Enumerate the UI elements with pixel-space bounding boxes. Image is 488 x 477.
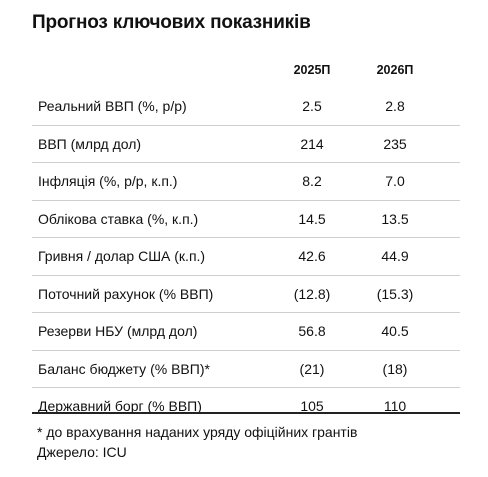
column-header-2025: 2025П (293, 63, 331, 77)
table-row: Реальний ВВП (%, р/р) 2.5 2.8 (32, 88, 460, 126)
table-row: ВВП (млрд дол) 214 235 (32, 126, 460, 163)
value-2026: 13.5 (381, 210, 409, 227)
row-label: Гривня / долар США (к.п.) (38, 248, 206, 264)
table-bottom-rule (32, 412, 460, 414)
table-row: Поточний рахунок (% ВВП) (12.8) (15.3) (32, 276, 460, 313)
value-2026: 7.0 (385, 173, 405, 189)
table-header: 2025П 2026П (32, 63, 460, 81)
table-row: Облікова ставка (%, к.п.) 14.5 13.5 (32, 201, 460, 238)
value-2026: 235 (383, 135, 407, 152)
footnote: * до врахування наданих уряду офіційних … (37, 424, 358, 440)
source-note: Джерело: ICU (37, 444, 127, 460)
row-label: Державний борг (% ВВП) (38, 398, 202, 414)
table-row: Інфляція (%, р/р, к.п.) 8.2 7.0 (32, 163, 460, 201)
row-label: Поточний рахунок (% ВВП) (38, 285, 214, 302)
table-row: Гривня / долар США (к.п.) 42.6 44.9 (32, 238, 460, 276)
value-2025: 14.5 (298, 210, 326, 227)
row-label: Облікова ставка (%, к.п.) (38, 210, 199, 227)
row-label: Резерви НБУ (млрд дол) (38, 323, 198, 339)
value-2025: 56.8 (298, 323, 326, 339)
table-row: Резерви НБУ (млрд дол) 56.8 40.5 (32, 313, 460, 351)
value-2025: 214 (300, 135, 324, 152)
value-2026: 2.8 (385, 98, 405, 114)
row-label: Реальний ВВП (%, р/р) (38, 98, 187, 114)
value-2025: 105 (300, 398, 324, 414)
value-2025: 42.6 (298, 248, 326, 264)
table-title: Прогноз ключових показників (32, 12, 311, 33)
value-2025: 8.2 (302, 173, 322, 189)
column-header-2026: 2026П (376, 63, 414, 77)
row-label: Баланс бюджету (% ВВП)* (38, 360, 210, 377)
value-2025: (21) (299, 360, 325, 377)
row-label: Інфляція (%, р/р, к.п.) (38, 173, 178, 189)
table-body: Реальний ВВП (%, р/р) 2.5 2.8 ВВП (млрд … (32, 88, 460, 425)
value-2026: 110 (383, 398, 407, 414)
value-2025: 2.5 (302, 98, 322, 114)
value-2026: (18) (382, 360, 408, 377)
table-row: Державний борг (% ВВП) 105 110 (32, 388, 460, 425)
value-2026: 44.9 (381, 248, 409, 264)
value-2026: 40.5 (381, 323, 409, 339)
row-label: ВВП (млрд дол) (38, 135, 142, 152)
table-row: Баланс бюджету (% ВВП)* (21) (18) (32, 351, 460, 388)
value-2026: (15.3) (376, 285, 414, 302)
value-2025: (12.8) (293, 285, 331, 302)
